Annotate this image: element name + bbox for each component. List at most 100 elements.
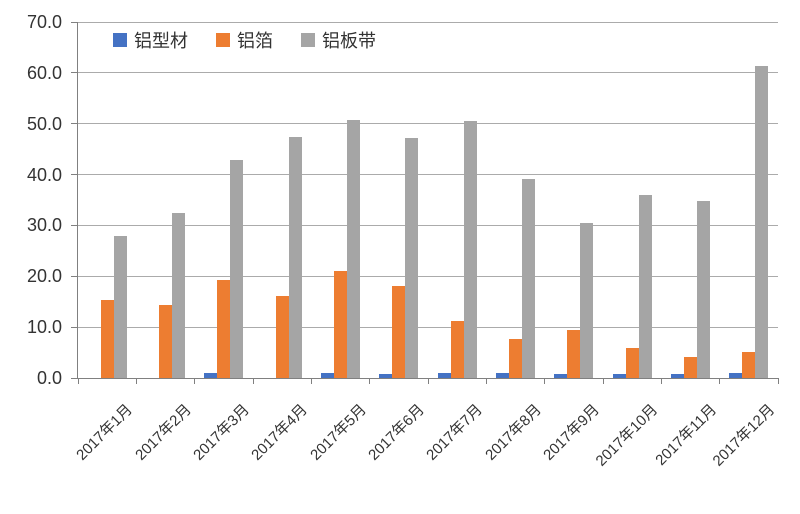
bar (158, 305, 172, 378)
legend-item: 铝型材 (113, 27, 188, 53)
x-axis-tick (485, 378, 487, 384)
bar-group (370, 22, 428, 378)
legend-swatch-icon (301, 33, 315, 47)
bar (567, 330, 581, 378)
legend-label: 铝板带 (322, 31, 376, 51)
y-tick-label: 0.0 (36, 368, 62, 388)
bar (495, 373, 509, 378)
bar (100, 300, 114, 378)
gridline (78, 224, 778, 226)
x-tick-label: 2017年4月 (248, 401, 312, 464)
bar (742, 351, 756, 378)
bar-group (720, 22, 778, 378)
bar (508, 338, 522, 378)
plot-area (71, 21, 779, 384)
x-tick-label: 2017年5月 (306, 401, 370, 464)
legend-label: 铝箔 (237, 31, 273, 51)
bar-group (661, 22, 719, 378)
bar (521, 178, 535, 378)
legend-swatch-icon (216, 33, 230, 47)
y-tick-label: 60.0 (26, 62, 62, 83)
bar-group (545, 22, 603, 378)
x-axis-tick (544, 378, 546, 384)
bar (288, 136, 302, 378)
gridline (78, 123, 778, 125)
bar (204, 373, 218, 378)
bar-group (253, 22, 311, 378)
bar (554, 373, 568, 378)
gridline (78, 174, 778, 176)
bar (625, 347, 639, 378)
gridline (78, 21, 778, 23)
x-tick-label: 2017年12月 (709, 401, 778, 470)
x-axis-tick (310, 378, 312, 384)
y-axis-tick (71, 123, 78, 125)
bar (450, 321, 464, 378)
y-axis-tick (71, 377, 78, 379)
x-axis-tick (719, 378, 721, 384)
y-axis-tick (71, 21, 78, 23)
bar (437, 373, 451, 378)
x-axis-tick (135, 378, 137, 384)
bar (275, 296, 289, 378)
x-tick-label: 2017年1月 (73, 401, 137, 464)
bar-group (311, 22, 369, 378)
y-tick-label: 50.0 (26, 113, 62, 134)
x-tick-label: 2017年10月 (592, 401, 662, 470)
bar (638, 194, 652, 378)
y-tick-label: 10.0 (26, 317, 62, 338)
y-tick-label: 20.0 (26, 266, 62, 287)
x-axis-tick (252, 378, 254, 384)
x-axis-tick (77, 378, 79, 384)
bar (463, 121, 477, 378)
x-axis-tick (602, 378, 604, 384)
x-axis-tick (427, 378, 429, 384)
y-tick-label: 40.0 (26, 164, 62, 185)
bar (320, 373, 334, 378)
legend-swatch-icon (113, 33, 127, 47)
bar (670, 373, 684, 378)
x-axis-tick (660, 378, 662, 384)
y-tick-label: 30.0 (26, 215, 62, 236)
y-tick-label: 70.0 (26, 12, 62, 32)
y-axis-tick (71, 326, 78, 328)
y-axis-tick (71, 72, 78, 74)
bar (113, 235, 127, 378)
bar-group (486, 22, 544, 378)
x-tick-label: 2017年6月 (365, 401, 428, 464)
bar (333, 271, 347, 378)
legend-item: 铝板带 (301, 27, 376, 53)
bar (580, 222, 594, 378)
x-axis-tick (777, 378, 779, 384)
bar (696, 200, 710, 378)
bar (405, 138, 419, 378)
bar-group (136, 22, 194, 378)
bar (392, 285, 406, 378)
x-tick-label: 2017年3月 (190, 401, 253, 464)
y-axis-tick (71, 275, 78, 277)
chart-legend: 铝型材 铝箔 铝板带 (113, 27, 376, 53)
bar (346, 120, 360, 378)
legend-item: 铝箔 (216, 27, 273, 53)
gridline (78, 326, 778, 328)
bar-group (603, 22, 661, 378)
bar-group (428, 22, 486, 378)
y-axis-tick (71, 174, 78, 176)
x-tick-label: 2017年8月 (481, 401, 545, 464)
y-axis-tick (71, 224, 78, 226)
bar (230, 160, 244, 378)
x-axis-tick (369, 378, 371, 384)
bar (683, 357, 697, 378)
bar (171, 212, 185, 378)
bar-group (78, 22, 136, 378)
gridline (78, 275, 778, 277)
x-tick-label: 2017年2月 (131, 401, 195, 464)
bar (755, 65, 769, 378)
bar (217, 280, 231, 378)
x-tick-label: 2017年7月 (423, 401, 487, 464)
bar (729, 373, 743, 378)
bar (379, 373, 393, 378)
x-tick-label: 2017年11月 (651, 401, 720, 469)
bar (612, 374, 626, 378)
